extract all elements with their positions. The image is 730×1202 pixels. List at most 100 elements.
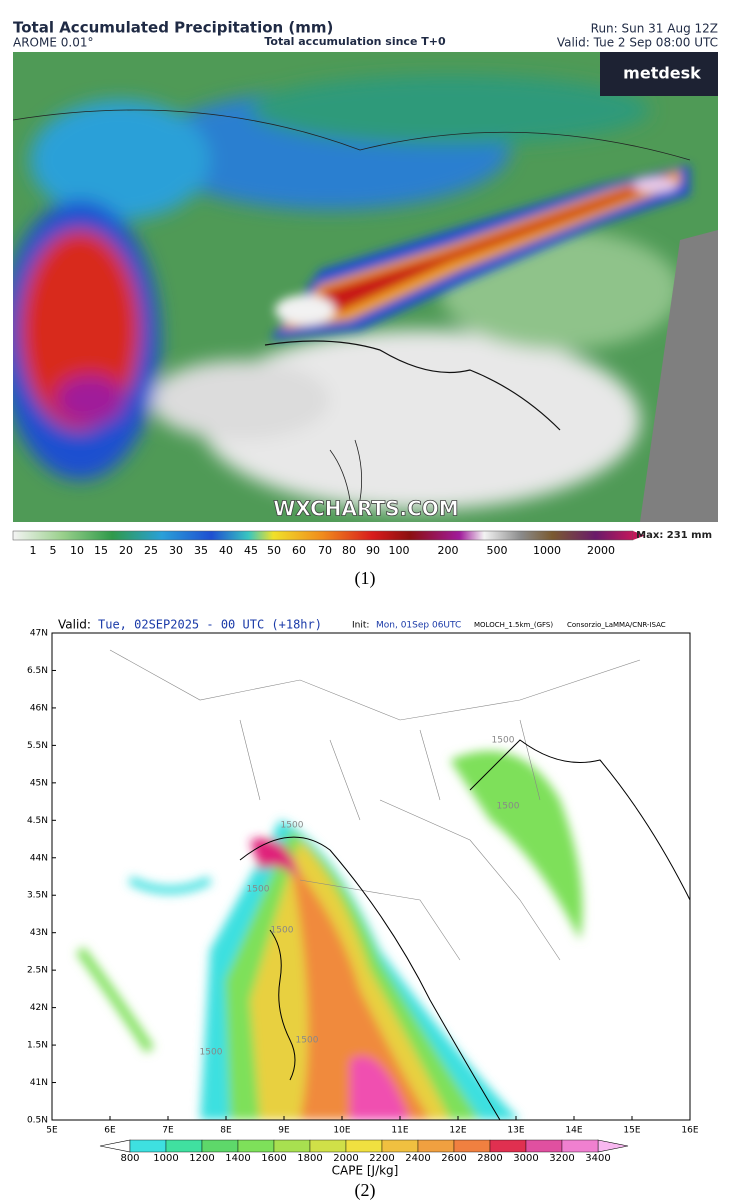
colorbar-label: 3200	[549, 1153, 574, 1164]
valid: Valid: Tue 2 Sep 08:00 UTC	[557, 36, 718, 50]
x-axis-label: 6E	[104, 1126, 116, 1136]
colorbar-label: 2000	[333, 1153, 358, 1164]
x-axis-label: 15E	[623, 1126, 640, 1136]
contour-label: 1500	[271, 926, 294, 936]
y-axis-label: 2.5N	[27, 966, 48, 976]
colorbar-label: 2600	[441, 1153, 466, 1164]
colorbar-label: 2000	[587, 544, 615, 557]
y-axis-label: 5.5N	[27, 741, 48, 751]
init-label: Init:	[352, 621, 369, 631]
contour-label: 1500	[200, 1048, 223, 1058]
colorbar-cell	[309, 1139, 347, 1153]
contour-label: 1500	[296, 1036, 319, 1046]
model: MOLOCH_1.5km_(GFS)	[474, 621, 553, 629]
colorbar-label: 25	[144, 544, 158, 557]
colorbar-label: 1600	[261, 1153, 286, 1164]
y-axis-label: 47N	[30, 629, 48, 639]
colorbar-cell	[417, 1139, 455, 1153]
x-axis-label: 12E	[449, 1126, 466, 1136]
map-frame	[51, 632, 691, 1121]
colorbar-label: 35	[194, 544, 208, 557]
colorbar: 800 1000 1200 1400 1600 1800 2000 2200 2400 2600 2…	[99, 1139, 629, 1164]
colorbar-label: 80	[342, 544, 356, 557]
watermark: WXCHARTS.COM	[273, 497, 458, 521]
x-axis-label: 16E	[681, 1126, 698, 1136]
colorbar-cell	[489, 1139, 527, 1153]
contour-labels: 1500 1500 1500 1500 1500 1500 1500	[200, 736, 520, 1058]
colorbar-label: 2800	[477, 1153, 502, 1164]
precip-map: metdesk WXCHARTS.COM	[13, 52, 718, 522]
colorbar-label: 500	[487, 544, 508, 557]
colorbar-cell	[129, 1139, 167, 1153]
valid-label: Valid:	[58, 618, 91, 632]
colorbar-cell	[561, 1139, 599, 1153]
model: AROME 0.01°	[13, 36, 93, 50]
y-axis-label: 6.5N	[27, 666, 48, 676]
colorbar-label: 1000	[533, 544, 561, 557]
colorbar-label: 60	[292, 544, 306, 557]
caption: (2)	[355, 1180, 376, 1201]
colorbar-arrow	[633, 531, 645, 540]
colorbar-label: 40	[219, 544, 233, 557]
colorbar-cell	[345, 1139, 383, 1153]
colorbar-label: 90	[366, 544, 380, 557]
y-axis-label: 4.5N	[27, 816, 48, 826]
max-label: Max: 231 mm	[636, 530, 712, 541]
colorbar-label: 45	[244, 544, 258, 557]
x-axis-label: 5E	[46, 1126, 58, 1136]
colorbar-label: 1800	[297, 1153, 322, 1164]
subtitle: Total accumulation since T+0	[264, 35, 446, 48]
colorbar-label: 2200	[369, 1153, 394, 1164]
x-axis-label: 10E	[333, 1126, 350, 1136]
y-axis-label: 3.5N	[27, 891, 48, 901]
y-axis-label: 1.5N	[27, 1041, 48, 1051]
y-axis-label: 46N	[30, 703, 48, 713]
y-axis-label: 0.5N	[27, 1116, 48, 1126]
colorbar-label: 3400	[585, 1153, 610, 1164]
colorbar-label: 2400	[405, 1153, 430, 1164]
y-axis-label: 45N	[30, 778, 48, 788]
valid: Tue, 02SEP2025 - 00 UTC (+18hr)	[98, 618, 322, 632]
y-axis-label: 41N	[30, 1078, 48, 1088]
colorbar-label: 70	[318, 544, 332, 557]
colorbar-arrow	[597, 1139, 629, 1153]
colorbar-label: 200	[438, 544, 459, 557]
source: Consorzio_LaMMA/CNR-ISAC	[567, 621, 666, 629]
colorbar	[12, 530, 634, 541]
axes: 47N 6.5N 46N 5.5N 45N 4.5N 44N 3.5N 43N 2.5N 42N 1.…	[27, 629, 699, 1136]
colorbar-label: 20	[119, 544, 133, 557]
colorbar-label: 1	[30, 544, 37, 557]
colorbar-label: 50	[267, 544, 281, 557]
colorbar-label: 5	[50, 544, 57, 557]
colorbar-arrow	[99, 1139, 131, 1153]
title: Total Accumulated Precipitation (mm)	[13, 19, 333, 37]
run: Run: Sun 31 Aug 12Z	[591, 22, 718, 36]
colorbar-label: 100	[389, 544, 410, 557]
colorbar-label: 15	[94, 544, 108, 557]
colorbar-label: 1400	[225, 1153, 250, 1164]
colorbar-label: 30	[169, 544, 183, 557]
colorbar-cell	[201, 1139, 239, 1153]
brand: metdesk	[623, 64, 701, 83]
caption: (1)	[355, 568, 376, 589]
contour-label: 1500	[281, 821, 304, 831]
x-axis-label: 13E	[507, 1126, 524, 1136]
x-axis-label: 8E	[220, 1126, 232, 1136]
colorbar-label: 1000	[153, 1153, 178, 1164]
x-axis-label: 11E	[391, 1126, 408, 1136]
y-axis-label: 44N	[30, 853, 48, 863]
colorbar-label: 800	[120, 1153, 139, 1164]
contour-label: 1500	[247, 885, 270, 895]
colorbar-cell	[165, 1139, 203, 1153]
x-axis-label: 14E	[565, 1126, 582, 1136]
contour-label: 1500	[497, 802, 520, 812]
colorbar-cell	[273, 1139, 311, 1153]
colorbar-cell	[237, 1139, 275, 1153]
colorbar-label: 1200	[189, 1153, 214, 1164]
init: Mon, 01Sep 06UTC	[376, 621, 461, 631]
y-axis-label: 43N	[30, 928, 48, 938]
colorbar-labels: 1 5 10 15 20 25 30 35 40 45 50 60 70 80 90 100 200 500 100…	[30, 544, 616, 557]
colorbar-cell	[453, 1139, 491, 1153]
